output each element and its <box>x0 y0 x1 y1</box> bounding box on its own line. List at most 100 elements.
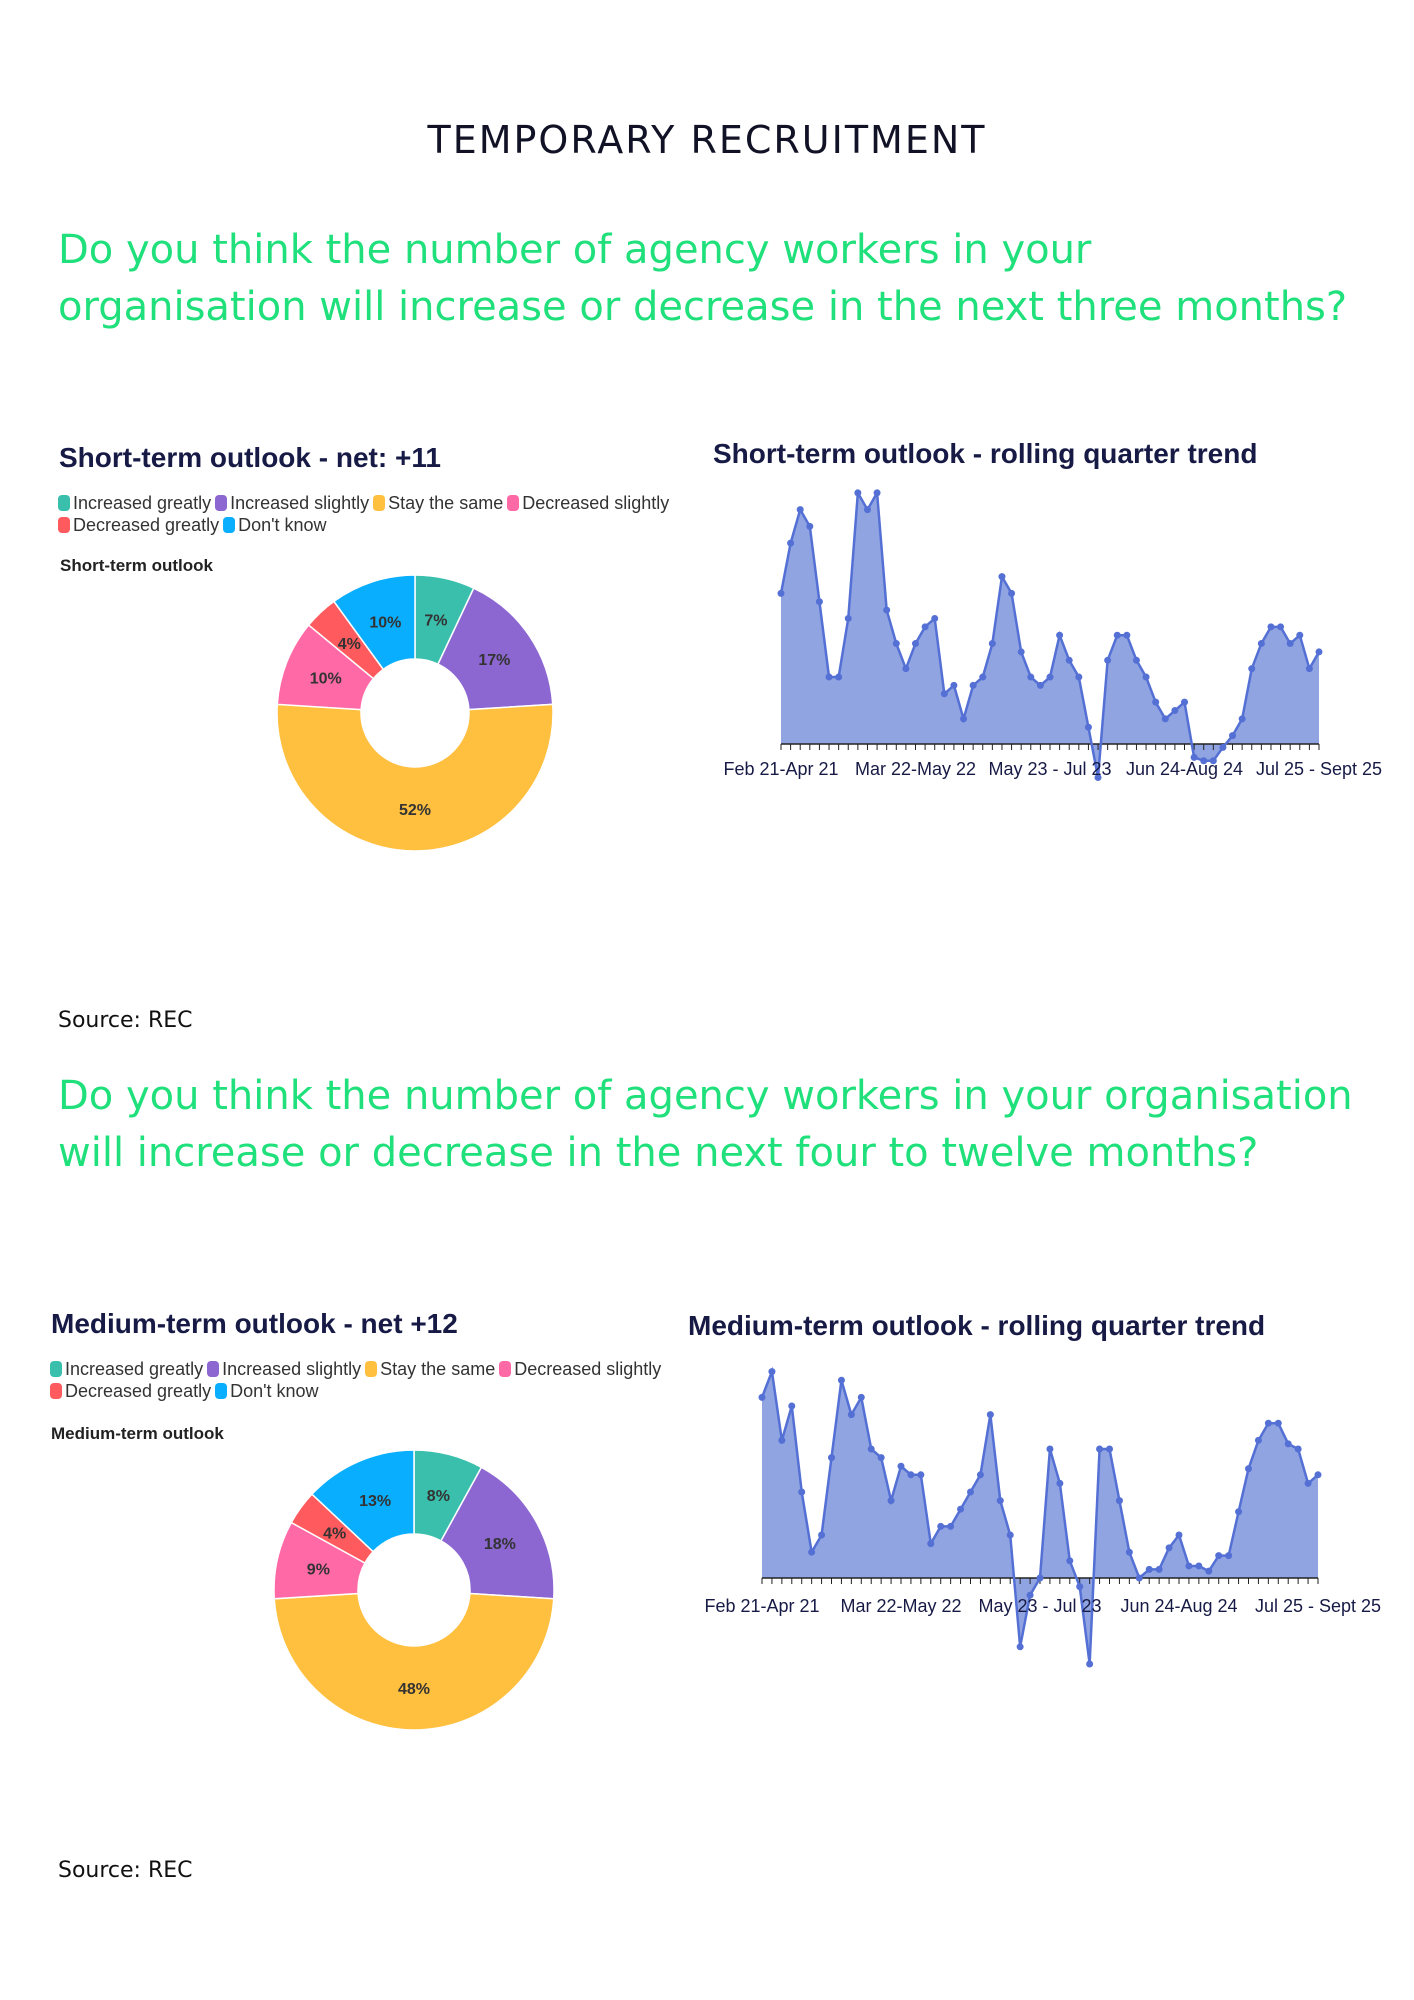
data-point[interactable] <box>1284 1440 1292 1448</box>
data-point[interactable] <box>950 681 958 689</box>
data-point[interactable] <box>1036 681 1044 689</box>
data-point[interactable] <box>877 1454 885 1462</box>
data-point[interactable] <box>844 614 852 622</box>
data-point[interactable] <box>892 640 900 648</box>
data-point[interactable] <box>1155 1565 1163 1573</box>
data-point[interactable] <box>1257 640 1265 648</box>
data-point[interactable] <box>806 522 814 530</box>
data-point[interactable] <box>998 573 1006 581</box>
data-point[interactable] <box>1096 1445 1104 1453</box>
data-point[interactable] <box>887 1497 895 1505</box>
data-point[interactable] <box>1315 648 1323 656</box>
data-point[interactable] <box>937 1522 945 1530</box>
data-point[interactable] <box>1094 773 1102 781</box>
data-point[interactable] <box>787 539 795 547</box>
data-point[interactable] <box>873 489 881 497</box>
data-point[interactable] <box>907 1471 915 1479</box>
legend-item[interactable]: Decreased slightly <box>499 1358 661 1380</box>
legend-item[interactable]: Decreased greatly <box>58 514 219 536</box>
data-point[interactable] <box>1305 665 1313 673</box>
data-point[interactable] <box>957 1505 965 1513</box>
data-point[interactable] <box>867 1445 875 1453</box>
data-point[interactable] <box>883 606 891 614</box>
data-point[interactable] <box>1314 1471 1322 1479</box>
data-point[interactable] <box>1304 1479 1312 1487</box>
data-point[interactable] <box>1066 1557 1074 1565</box>
data-point[interactable] <box>1123 631 1131 639</box>
legend-item[interactable]: Increased slightly <box>207 1358 361 1380</box>
data-point[interactable] <box>1104 656 1112 664</box>
legend-item[interactable]: Don't know <box>223 514 327 536</box>
data-point[interactable] <box>1245 1465 1252 1473</box>
data-point[interactable] <box>979 673 987 681</box>
data-point[interactable] <box>835 673 843 681</box>
data-point[interactable] <box>1142 673 1150 681</box>
data-point[interactable] <box>988 640 996 648</box>
donut-slice[interactable] <box>436 587 554 711</box>
data-point[interactable] <box>1195 1562 1203 1570</box>
data-point[interactable] <box>1229 732 1237 740</box>
data-point[interactable] <box>1113 631 1121 639</box>
data-point[interactable] <box>1161 715 1169 723</box>
data-point[interactable] <box>1235 1508 1243 1516</box>
data-point[interactable] <box>1254 1436 1262 1444</box>
data-point[interactable] <box>1106 1445 1113 1453</box>
data-point[interactable] <box>1036 1574 1044 1582</box>
data-point[interactable] <box>1076 1583 1084 1591</box>
data-point[interactable] <box>1135 1574 1143 1582</box>
data-point[interactable] <box>1238 715 1246 723</box>
data-point[interactable] <box>1006 1531 1014 1539</box>
data-point[interactable] <box>947 1522 955 1530</box>
data-point[interactable] <box>1065 656 1073 664</box>
data-point[interactable] <box>921 623 929 631</box>
legend-item[interactable]: Stay the same <box>373 492 503 514</box>
data-point[interactable] <box>1185 1562 1193 1570</box>
donut-slice[interactable] <box>310 1449 415 1553</box>
legend-item[interactable]: Don't know <box>215 1380 319 1402</box>
data-point[interactable] <box>986 1411 994 1419</box>
data-point[interactable] <box>798 1488 806 1496</box>
data-point[interactable] <box>1017 648 1025 656</box>
data-point[interactable] <box>818 1531 826 1539</box>
data-point[interactable] <box>1190 753 1198 761</box>
data-point[interactable] <box>967 1488 974 1496</box>
data-point[interactable] <box>1046 673 1054 681</box>
data-point[interactable] <box>777 589 785 597</box>
data-point[interactable] <box>1086 1660 1094 1668</box>
data-point[interactable] <box>1219 743 1227 751</box>
data-point[interactable] <box>1132 656 1140 664</box>
data-point[interactable] <box>1115 1497 1123 1505</box>
data-point[interactable] <box>854 489 862 497</box>
data-point[interactable] <box>828 1454 835 1462</box>
data-point[interactable] <box>912 640 919 648</box>
data-point[interactable] <box>996 1497 1004 1505</box>
data-point[interactable] <box>1175 1531 1183 1539</box>
data-point[interactable] <box>1181 698 1188 706</box>
data-point[interactable] <box>1008 589 1016 597</box>
legend-item[interactable]: Decreased greatly <box>50 1380 211 1402</box>
data-point[interactable] <box>1171 707 1179 715</box>
data-point[interactable] <box>863 506 871 514</box>
data-point[interactable] <box>1248 665 1256 673</box>
data-point[interactable] <box>825 673 833 681</box>
data-point[interactable] <box>1046 1445 1054 1453</box>
data-point[interactable] <box>1286 640 1294 648</box>
data-point[interactable] <box>960 715 968 723</box>
data-point[interactable] <box>796 506 804 514</box>
legend-item[interactable]: Increased greatly <box>58 492 211 514</box>
data-point[interactable] <box>1277 623 1285 631</box>
data-point[interactable] <box>837 1376 845 1384</box>
data-point[interactable] <box>969 681 977 689</box>
data-point[interactable] <box>778 1436 786 1444</box>
data-point[interactable] <box>1294 1445 1302 1453</box>
legend-item[interactable]: Decreased slightly <box>507 492 669 514</box>
data-point[interactable] <box>940 690 948 698</box>
donut-slice[interactable] <box>332 574 416 671</box>
legend-item[interactable]: Stay the same <box>365 1358 495 1380</box>
data-point[interactable] <box>1296 631 1304 639</box>
data-point[interactable] <box>758 1393 766 1401</box>
data-point[interactable] <box>1152 698 1160 706</box>
data-point[interactable] <box>976 1471 984 1479</box>
data-point[interactable] <box>927 1540 935 1548</box>
data-point[interactable] <box>1056 631 1064 639</box>
